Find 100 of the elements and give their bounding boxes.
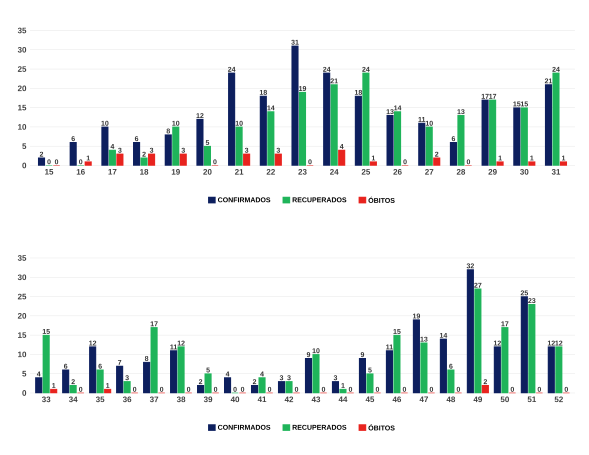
x-tick-label: 50 bbox=[500, 396, 509, 402]
bar bbox=[304, 358, 312, 394]
x-tick-label: 15 bbox=[45, 169, 54, 175]
bar bbox=[274, 154, 282, 166]
bar bbox=[513, 107, 520, 166]
bar bbox=[354, 96, 362, 166]
x-tick-label: 51 bbox=[528, 396, 536, 402]
y-tick-label: 15 bbox=[18, 332, 26, 338]
bar bbox=[96, 370, 104, 394]
bar bbox=[482, 100, 489, 166]
bar bbox=[258, 377, 266, 394]
y-tick-label: 35 bbox=[18, 255, 26, 261]
x-tick-label: 45 bbox=[366, 396, 374, 402]
bar bbox=[433, 157, 440, 166]
bar bbox=[172, 126, 180, 166]
bar bbox=[38, 157, 46, 166]
x-tick-label: 48 bbox=[446, 396, 456, 402]
bar bbox=[548, 346, 555, 394]
x-tick-label: 46 bbox=[392, 396, 402, 402]
x-tick-label: 23 bbox=[298, 169, 307, 175]
y-tick-label: 20 bbox=[18, 313, 26, 319]
bar bbox=[520, 107, 528, 166]
y-tick-label: 0 bbox=[22, 162, 26, 168]
y-tick-label: 0 bbox=[22, 390, 26, 396]
x-tick-label: 47 bbox=[420, 396, 428, 402]
x-tick-label: 29 bbox=[488, 169, 497, 175]
x-tick-label: 52 bbox=[554, 396, 563, 402]
bar bbox=[494, 346, 501, 394]
x-tick-label: 49 bbox=[474, 396, 482, 402]
bar bbox=[447, 370, 454, 394]
bar bbox=[501, 327, 508, 394]
bar bbox=[370, 161, 377, 166]
x-tick-label: 40 bbox=[230, 396, 240, 402]
bar bbox=[70, 384, 77, 394]
bar bbox=[70, 142, 77, 166]
bar bbox=[496, 161, 504, 166]
bar bbox=[426, 126, 433, 166]
bar bbox=[243, 154, 250, 166]
bar bbox=[440, 338, 447, 394]
bar bbox=[420, 342, 428, 394]
bar bbox=[555, 346, 562, 394]
bar bbox=[474, 288, 482, 394]
bar bbox=[204, 373, 212, 394]
bar bbox=[482, 384, 489, 394]
bar bbox=[338, 150, 346, 166]
y-tick-label: 25 bbox=[18, 294, 26, 300]
x-tick-label: 31 bbox=[552, 169, 560, 175]
bar bbox=[228, 72, 236, 166]
x-tick-label: 36 bbox=[122, 396, 132, 402]
bar bbox=[393, 334, 400, 394]
bar bbox=[124, 381, 131, 394]
x-tick-label: 16 bbox=[76, 169, 85, 175]
y-tick-label: 10 bbox=[18, 352, 26, 358]
bar bbox=[89, 346, 96, 394]
bar bbox=[204, 146, 211, 166]
bar bbox=[358, 358, 366, 394]
y-tick-label: 5 bbox=[22, 143, 26, 149]
x-tick-label: 35 bbox=[96, 396, 104, 402]
x-tick-label: 38 bbox=[176, 396, 186, 402]
bar bbox=[332, 381, 340, 394]
y-tick-label: 30 bbox=[18, 46, 26, 53]
bar bbox=[386, 115, 394, 166]
bar bbox=[489, 100, 496, 166]
y-tick-label: 15 bbox=[18, 104, 26, 110]
bar bbox=[148, 154, 156, 166]
bar bbox=[544, 84, 552, 166]
x-tick-label: 25 bbox=[362, 169, 370, 175]
x-tick-label: 19 bbox=[172, 169, 180, 175]
bar bbox=[196, 118, 204, 166]
x-tick-label: 41 bbox=[258, 396, 266, 402]
x-tick-label: 18 bbox=[140, 169, 148, 175]
bar bbox=[236, 126, 243, 166]
bar bbox=[312, 354, 320, 394]
x-tick-label: 26 bbox=[393, 169, 402, 175]
bar bbox=[101, 126, 108, 166]
bar bbox=[362, 72, 370, 166]
x-tick-label: 33 bbox=[42, 396, 50, 402]
bar bbox=[278, 381, 286, 394]
bar bbox=[560, 161, 568, 166]
x-tick-label: 44 bbox=[338, 396, 348, 402]
bar bbox=[170, 350, 178, 394]
bar bbox=[330, 84, 338, 166]
bar bbox=[50, 388, 58, 394]
bar bbox=[250, 384, 258, 394]
bar bbox=[285, 381, 293, 394]
bar bbox=[394, 111, 402, 166]
x-tick-label: 24 bbox=[330, 169, 339, 175]
x-tick-label: 20 bbox=[203, 169, 212, 175]
bar bbox=[528, 161, 536, 166]
bar bbox=[35, 377, 42, 394]
x-tick-label: 17 bbox=[108, 169, 116, 175]
bar bbox=[260, 96, 267, 166]
y-tick-label: 30 bbox=[18, 274, 26, 280]
bar bbox=[339, 388, 347, 394]
x-tick-label: 27 bbox=[425, 169, 434, 175]
bar bbox=[133, 142, 140, 166]
y-tick-label: 35 bbox=[18, 28, 26, 34]
bar bbox=[552, 72, 560, 166]
bar bbox=[150, 327, 158, 394]
bar bbox=[466, 269, 474, 394]
